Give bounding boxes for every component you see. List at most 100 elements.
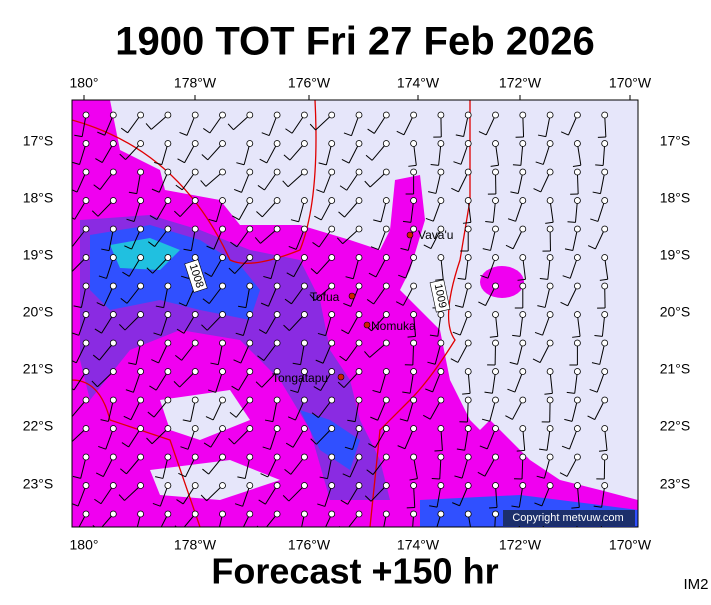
barb-station — [602, 112, 608, 118]
barb-station — [356, 169, 362, 175]
barb-station — [165, 426, 171, 432]
barb-station — [274, 283, 280, 289]
barb-station — [547, 283, 553, 289]
barb-station — [356, 454, 362, 460]
barb-flag — [427, 533, 435, 535]
barb-station — [411, 397, 417, 403]
barb-station — [110, 312, 116, 318]
barb-station — [383, 283, 389, 289]
barb-station — [547, 198, 553, 204]
barb-station — [574, 483, 580, 489]
barb-station — [411, 141, 417, 147]
barb-station — [383, 369, 389, 375]
barb-station — [574, 397, 580, 403]
barb-station — [547, 426, 553, 432]
barb-station — [110, 141, 116, 147]
barb-station — [493, 198, 499, 204]
barb-station — [602, 369, 608, 375]
barb-flag — [595, 165, 603, 166]
barb-station — [83, 226, 89, 232]
barb-station — [438, 112, 444, 118]
barb-station — [274, 483, 280, 489]
barb-station — [438, 511, 444, 517]
barb-station — [220, 255, 226, 261]
barb-station — [110, 426, 116, 432]
barb-station — [493, 483, 499, 489]
lat-tick-label: 23°S — [660, 476, 691, 492]
barb-station — [465, 141, 471, 147]
barb-station — [247, 369, 253, 375]
barb-station — [547, 141, 553, 147]
barb-station — [329, 141, 335, 147]
barb-station — [383, 454, 389, 460]
barb-station — [220, 198, 226, 204]
barb-station — [220, 454, 226, 460]
barb-station — [411, 312, 417, 318]
barb-station — [493, 169, 499, 175]
barb-station — [411, 169, 417, 175]
barb-station — [138, 369, 144, 375]
barb-station — [138, 112, 144, 118]
barb-station — [138, 426, 144, 432]
barb-station — [165, 397, 171, 403]
barb-station — [220, 141, 226, 147]
lon-tick-label: 172°W — [499, 75, 542, 91]
barb-station — [247, 454, 253, 460]
barb-station — [83, 283, 89, 289]
barb-station — [83, 198, 89, 204]
barb-station — [301, 112, 307, 118]
barb-station — [411, 283, 417, 289]
lon-tick-label: 170°W — [609, 75, 652, 91]
barb-station — [438, 255, 444, 261]
barb-station — [110, 397, 116, 403]
barb-station — [220, 112, 226, 118]
barb-flag — [128, 533, 136, 535]
barb-station — [192, 312, 198, 318]
barb-station — [465, 169, 471, 175]
barb-station — [301, 198, 307, 204]
barb-station — [274, 198, 280, 204]
barb-station — [83, 483, 89, 489]
barb-station — [411, 255, 417, 261]
barb-station — [438, 340, 444, 346]
barb-station — [220, 483, 226, 489]
barb-station — [220, 340, 226, 346]
barb-station — [247, 397, 253, 403]
barb-station — [274, 226, 280, 232]
barb-station — [247, 511, 253, 517]
barb-station — [110, 369, 116, 375]
barb-station — [383, 511, 389, 517]
barb-station — [192, 340, 198, 346]
barb-station — [138, 454, 144, 460]
barb-station — [274, 340, 280, 346]
barb-station — [438, 397, 444, 403]
barb-station — [274, 454, 280, 460]
barb-station — [329, 426, 335, 432]
barb-station — [547, 369, 553, 375]
barb-station — [83, 141, 89, 147]
barb-station — [465, 283, 471, 289]
barb-station — [301, 226, 307, 232]
barb-flag — [434, 450, 442, 451]
barb-flag — [65, 267, 71, 273]
barb-station — [574, 255, 580, 261]
forecast-label: Forecast +150 hr — [211, 551, 498, 592]
barb-flag — [568, 222, 576, 223]
barb-flag — [591, 533, 599, 535]
map-area — [64, 100, 638, 537]
barb-station — [520, 283, 526, 289]
barb-station — [83, 312, 89, 318]
barb-station — [274, 255, 280, 261]
barb-station — [602, 169, 608, 175]
barb-station — [465, 340, 471, 346]
barb-station — [329, 511, 335, 517]
barb-station — [138, 340, 144, 346]
lat-tick-label: 20°S — [23, 304, 54, 320]
lat-tick-label: 23°S — [23, 476, 54, 492]
barb-station — [329, 312, 335, 318]
lon-tick-label: 176°W — [288, 75, 331, 91]
barb-station — [574, 312, 580, 318]
barb-station — [192, 141, 198, 147]
barb-station — [574, 226, 580, 232]
